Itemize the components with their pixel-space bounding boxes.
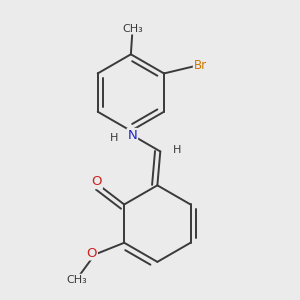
Text: O: O bbox=[92, 175, 102, 188]
Text: N: N bbox=[128, 129, 137, 142]
Text: Br: Br bbox=[194, 59, 207, 72]
Text: H: H bbox=[110, 133, 118, 142]
Text: CH₃: CH₃ bbox=[67, 274, 88, 285]
Text: CH₃: CH₃ bbox=[122, 24, 143, 34]
Text: O: O bbox=[87, 247, 97, 260]
Text: H: H bbox=[173, 145, 182, 155]
